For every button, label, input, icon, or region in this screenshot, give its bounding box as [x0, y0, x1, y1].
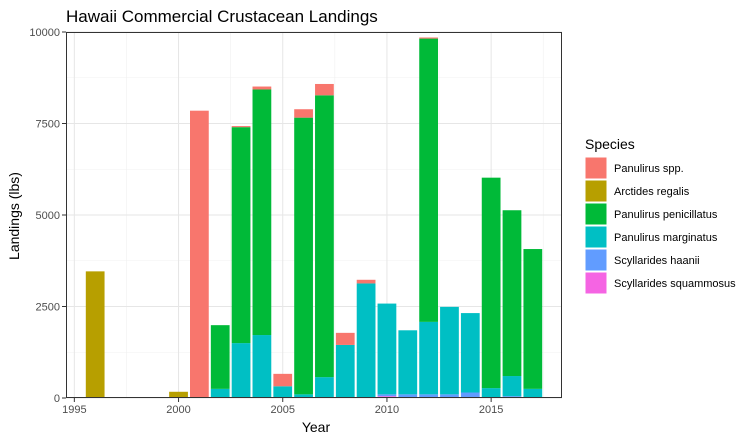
- plot-border: [66, 32, 562, 398]
- bar-2012-panulirus-marginatus: [419, 321, 438, 395]
- bar-2013-scyllarides-haanii: [440, 394, 459, 398]
- y-tick-label: 5000: [36, 210, 60, 222]
- bar-2009-panulirus-spp: [356, 279, 376, 284]
- bar-2014-scyllarides-haanii: [460, 392, 480, 398]
- legend-label: Panulirus spp.: [614, 163, 684, 175]
- x-tick-label: 2015: [479, 404, 503, 416]
- bar-2007-panulirus-spp: [315, 83, 334, 96]
- y-tick-label: 7500: [36, 119, 60, 131]
- bar-2000-arctides-regalis: [169, 391, 188, 398]
- legend-label: Scyllarides haanii: [614, 255, 700, 267]
- legend-label: Scyllarides squammosus: [614, 278, 736, 290]
- bar-2008-panulirus-marginatus: [335, 344, 355, 398]
- x-tick-label: 2005: [270, 404, 294, 416]
- bars: [85, 37, 543, 398]
- bar-2004-panulirus-penicillatus: [252, 89, 272, 336]
- bar-2015-panulirus-penicillatus: [481, 177, 501, 389]
- bar-2003-panulirus-spp: [231, 126, 251, 128]
- legend-key: [584, 225, 608, 249]
- bar-2017-panulirus-penicillatus: [523, 249, 543, 389]
- legend: Species Panulirus spp. Arctides regalis Pa…: [584, 136, 736, 295]
- bar-2008-panulirus-spp: [335, 332, 355, 345]
- bar-2003-panulirus-penicillatus: [231, 127, 251, 344]
- bar-2012-scyllarides-haanii: [419, 394, 438, 398]
- bar-2006-panulirus-marginatus: [294, 394, 313, 398]
- y-axis-title: Landings (lbs): [6, 172, 22, 260]
- bar-2014-panulirus-marginatus: [460, 313, 480, 393]
- bar-1996-arctides-regalis: [85, 271, 105, 398]
- y-tick-label: 2500: [36, 302, 60, 314]
- bar-2001-panulirus-spp: [190, 110, 209, 398]
- y-tick-label: 0: [54, 393, 60, 405]
- bar-2012-panulirus-spp: [419, 37, 438, 39]
- bar-2007-panulirus-penicillatus: [315, 95, 334, 378]
- bar-2016-panulirus-penicillatus: [502, 210, 522, 377]
- bar-2013-panulirus-marginatus: [440, 306, 459, 395]
- bar-2011-scyllarides-haanii: [398, 394, 418, 398]
- legend-key: [584, 179, 608, 203]
- bar-2003-panulirus-marginatus: [231, 343, 251, 398]
- legend-label: Panulirus penicillatus: [614, 209, 718, 221]
- legend-key: [584, 271, 608, 295]
- bar-2017-panulirus-marginatus: [523, 388, 543, 398]
- bar-2007-panulirus-marginatus: [315, 377, 334, 398]
- bar-2004-panulirus-marginatus: [252, 335, 272, 398]
- legend-key: [584, 156, 608, 180]
- bar-2004-panulirus-spp: [252, 86, 272, 90]
- bar-2015-panulirus-marginatus: [481, 388, 501, 398]
- legend-key: [584, 248, 608, 272]
- bar-2016-panulirus-marginatus: [502, 376, 522, 397]
- bar-2012-panulirus-penicillatus: [419, 38, 438, 322]
- legend-label: Arctides regalis: [614, 186, 690, 198]
- bar-2005-panulirus-spp: [273, 373, 293, 387]
- y-axis: 0 2500 5000 7500 10000: [29, 27, 66, 405]
- bar-2010-panulirus-marginatus: [377, 303, 397, 395]
- x-tick-label: 2010: [375, 404, 399, 416]
- bar-2006-panulirus-spp: [294, 109, 313, 118]
- x-axis: 1995 2000 2005 2010 2015: [62, 398, 503, 416]
- bar-2002-panulirus-marginatus: [210, 388, 230, 398]
- bar-2005-panulirus-marginatus: [273, 386, 293, 398]
- bar-2009-panulirus-marginatus: [356, 283, 376, 398]
- bar-2002-panulirus-penicillatus: [210, 325, 230, 389]
- bar-2006-panulirus-penicillatus: [294, 117, 313, 395]
- x-tick-label: 2000: [166, 404, 190, 416]
- x-axis-title: Year: [302, 419, 331, 435]
- x-tick-label: 1995: [62, 404, 86, 416]
- legend-label: Panulirus marginatus: [614, 232, 718, 244]
- y-tick-label: 10000: [29, 27, 60, 39]
- legend-key: [584, 202, 608, 226]
- bar-2010-scyllarides-haanii: [377, 394, 397, 397]
- chart-title: Hawaii Commercial Crustacean Landings: [66, 7, 378, 26]
- bar-2011-panulirus-marginatus: [398, 330, 418, 395]
- legend-title: Species: [585, 136, 635, 152]
